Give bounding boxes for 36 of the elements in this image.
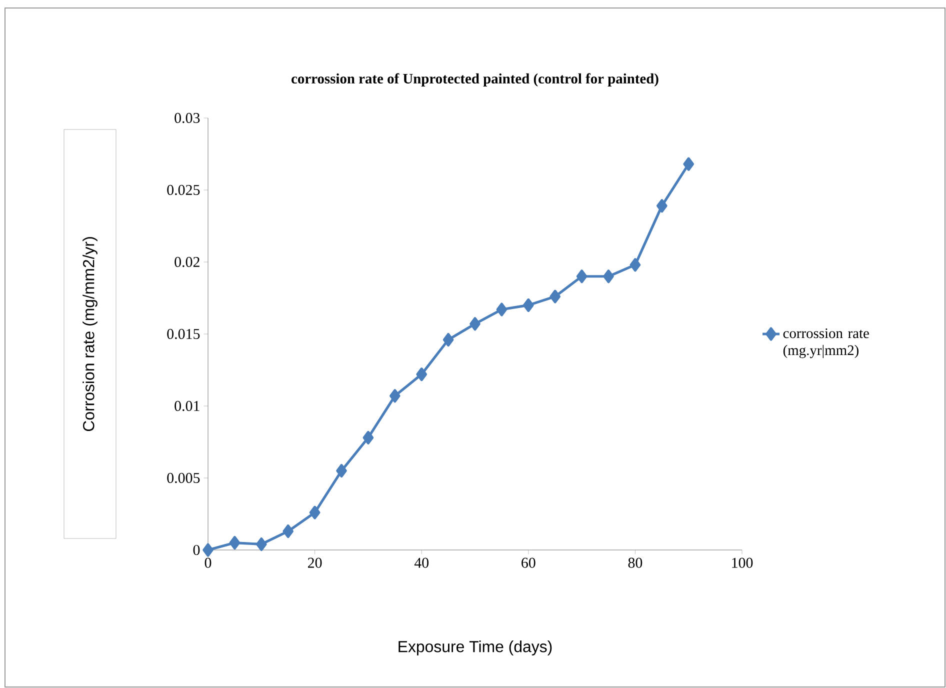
y-tick-label: 0.025 — [167, 184, 200, 196]
y-tick-label: 0.005 — [167, 472, 200, 484]
x-tick-label: 40 — [414, 558, 429, 568]
point — [416, 368, 428, 382]
y-tick-label: 0 — [193, 544, 200, 556]
point — [630, 258, 641, 272]
point — [282, 524, 294, 538]
point — [256, 537, 267, 551]
point — [229, 536, 240, 550]
x-tick-label: 80 — [628, 558, 642, 568]
point — [550, 290, 561, 304]
chart-title: corrossion rate of Unprotected painted (control for painted) — [292, 73, 658, 86]
x-tick-label: 100 — [732, 558, 753, 568]
x-axis-title: Exposure Time (days) — [398, 640, 552, 656]
x-tick-label: 0 — [204, 558, 212, 568]
point — [442, 332, 454, 347]
x-tick-label: 60 — [522, 558, 536, 568]
point — [523, 298, 534, 312]
point — [336, 464, 347, 478]
point — [202, 543, 214, 557]
point — [309, 506, 320, 520]
y-tick-label: 0.01 — [174, 400, 200, 412]
y-tick-label: 0.02 — [174, 256, 200, 268]
point — [656, 199, 668, 213]
legend-label: corrossion rate (mg.yr|mm2) — [783, 328, 869, 358]
y-tick-label: 0.03 — [174, 112, 200, 124]
point — [576, 270, 588, 284]
point — [683, 157, 694, 171]
y-axis-title: Corrosion rate (mg/mm2/yr) — [82, 237, 98, 432]
y-tick-label: 0.015 — [167, 328, 200, 340]
point — [390, 389, 400, 403]
point — [603, 270, 614, 284]
x-tick-label: 20 — [308, 558, 322, 568]
point — [470, 317, 480, 331]
point — [362, 430, 374, 444]
point — [496, 302, 508, 316]
